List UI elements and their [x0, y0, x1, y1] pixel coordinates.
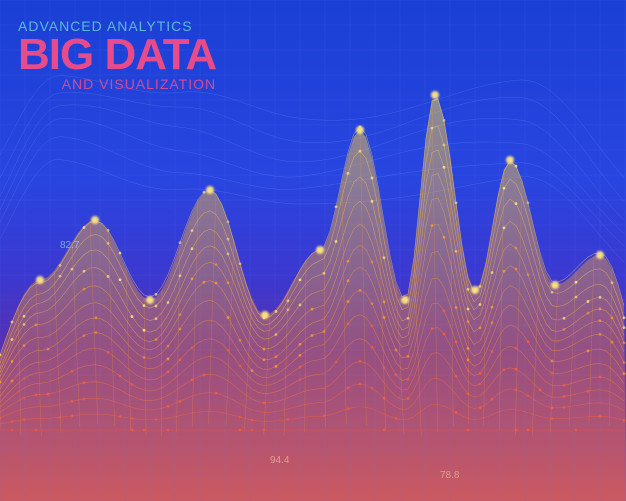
data-point-label: 94.4: [270, 455, 289, 466]
title-subheading-2: AND VISUALIZATION: [18, 76, 216, 92]
title-block: ADVANCED ANALYTICS BIG DATA AND VISUALIZ…: [18, 18, 216, 92]
title-subheading-1: ADVANCED ANALYTICS: [18, 18, 216, 34]
title-main: BIG DATA: [18, 34, 216, 76]
data-point-label: 78.8: [440, 470, 459, 481]
data-point-label: 82.7: [60, 240, 79, 251]
chart-canvas: ADVANCED ANALYTICS BIG DATA AND VISUALIZ…: [0, 0, 626, 501]
